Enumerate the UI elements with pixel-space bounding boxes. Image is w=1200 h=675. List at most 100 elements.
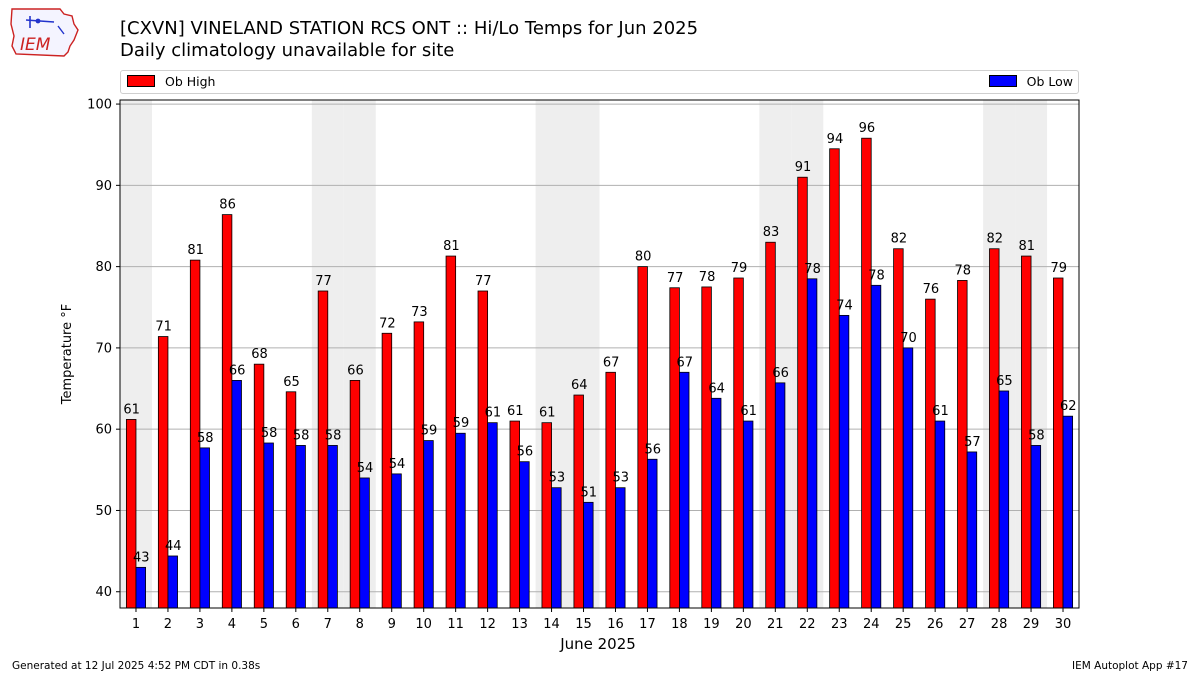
high-label-30: 79 (1050, 261, 1067, 276)
high-label-15: 64 (571, 378, 588, 393)
x-tick-label-10: 10 (415, 617, 432, 632)
svg-text:IEM: IEM (20, 35, 51, 55)
low-label-3: 58 (197, 431, 214, 446)
high-bar-15 (573, 394, 584, 609)
high-label-21: 83 (763, 225, 780, 240)
low-label-27: 57 (964, 435, 981, 450)
y-axis-label: Temperature °F (60, 304, 75, 405)
high-bar-5 (253, 363, 265, 609)
high-bar-26 (925, 298, 936, 609)
high-label-6: 65 (283, 375, 300, 390)
x-tick-label-11: 11 (447, 617, 464, 632)
x-tick-label-18: 18 (671, 617, 688, 632)
legend-swatch-low (988, 75, 1017, 87)
low-label-12: 61 (485, 406, 502, 421)
high-bar-14 (541, 422, 552, 609)
x-tick-label-5: 5 (260, 617, 268, 632)
low-bar-11 (455, 432, 466, 609)
x-tick-label-3: 3 (196, 617, 204, 632)
x-tick-label-17: 17 (639, 617, 656, 632)
low-bar-29 (1030, 445, 1042, 609)
low-label-17: 56 (644, 442, 661, 457)
x-tick-label-23: 23 (831, 617, 848, 632)
low-label-20: 61 (740, 404, 757, 419)
legend-label-high: Ob High (165, 74, 216, 89)
x-tick-label-15: 15 (575, 617, 592, 632)
low-label-5: 58 (261, 426, 278, 441)
low-label-9: 54 (389, 457, 406, 472)
low-label-8: 54 (357, 461, 374, 476)
gridlines (120, 103, 1079, 593)
x-tick-label-30: 30 (1055, 617, 1072, 632)
low-bar-19 (710, 397, 722, 609)
x-tick-label-24: 24 (863, 617, 880, 632)
low-bar-1 (135, 566, 146, 609)
y-tick-label-80: 80 (95, 260, 112, 275)
low-bar-20 (742, 420, 754, 609)
high-bar-8 (349, 380, 361, 609)
x-tick-label-6: 6 (292, 617, 300, 632)
low-bar-30 (1062, 415, 1074, 609)
data-labels: 61 43 71 44 81 58 86 66 68 58 65 58 77 58 66 54 72 54 73 59… (123, 121, 1076, 565)
low-bar-17 (647, 458, 658, 609)
high-label-9: 72 (379, 316, 396, 331)
low-bar-14 (551, 487, 562, 609)
legend-label-low: Ob Low (1026, 74, 1073, 89)
low-bar-10 (423, 440, 434, 609)
high-label-14: 61 (539, 406, 556, 421)
high-bar-6 (285, 391, 297, 609)
low-label-6: 58 (293, 428, 310, 443)
x-tick-label-7: 7 (324, 617, 332, 632)
high-bar-20 (733, 277, 744, 609)
high-label-29: 81 (1018, 239, 1035, 254)
high-label-28: 82 (987, 232, 1004, 247)
high-bar-12 (477, 290, 489, 609)
bars (125, 137, 1074, 609)
y-tick-label-50: 50 (95, 504, 112, 519)
x-tick-label-2: 2 (164, 617, 172, 632)
y-tick-label-40: 40 (95, 585, 112, 600)
low-label-16: 53 (613, 471, 630, 486)
high-bar-21 (765, 241, 776, 609)
high-label-19: 78 (699, 270, 716, 285)
low-bar-18 (679, 371, 690, 609)
high-bar-25 (893, 248, 904, 609)
low-bar-9 (391, 473, 402, 609)
low-bar-4 (231, 380, 242, 609)
high-label-23: 94 (827, 132, 844, 147)
low-bar-24 (870, 284, 882, 609)
high-label-26: 76 (923, 282, 940, 297)
high-bar-19 (701, 286, 712, 609)
legend-item-low: Ob Low (988, 74, 1073, 89)
x-tick-label-19: 19 (703, 617, 720, 632)
low-label-25: 70 (900, 331, 917, 346)
high-bar-17 (637, 266, 648, 609)
x-tick-label-20: 20 (735, 617, 752, 632)
app-footer: IEM Autoplot App #17 (1072, 660, 1188, 672)
x-tick-label-13: 13 (511, 617, 528, 632)
high-label-8: 66 (347, 363, 364, 378)
low-label-30: 62 (1060, 399, 1077, 414)
low-label-7: 58 (325, 428, 342, 443)
high-bar-30 (1053, 277, 1064, 609)
low-bar-6 (295, 445, 306, 609)
high-bar-11 (445, 255, 457, 609)
high-label-10: 73 (411, 305, 428, 320)
x-tick-label-16: 16 (607, 617, 624, 632)
x-tick-label-28: 28 (991, 617, 1008, 632)
low-bar-7 (327, 445, 338, 609)
chart-title: [CXVN] VINELAND STATION RCS ONT :: Hi/Lo… (120, 18, 699, 39)
high-bar-28 (989, 248, 1000, 609)
high-bar-18 (669, 287, 680, 609)
high-label-27: 78 (955, 263, 972, 278)
low-bar-23 (838, 314, 850, 609)
low-bar-21 (774, 382, 786, 609)
low-label-19: 64 (708, 381, 725, 396)
x-tick-label-21: 21 (767, 617, 784, 632)
high-label-22: 91 (795, 160, 812, 175)
y-tick-label-100: 100 (87, 98, 112, 113)
x-tick-label-1: 1 (132, 617, 140, 632)
low-bar-2 (167, 555, 178, 609)
x-tick-label-27: 27 (959, 617, 976, 632)
